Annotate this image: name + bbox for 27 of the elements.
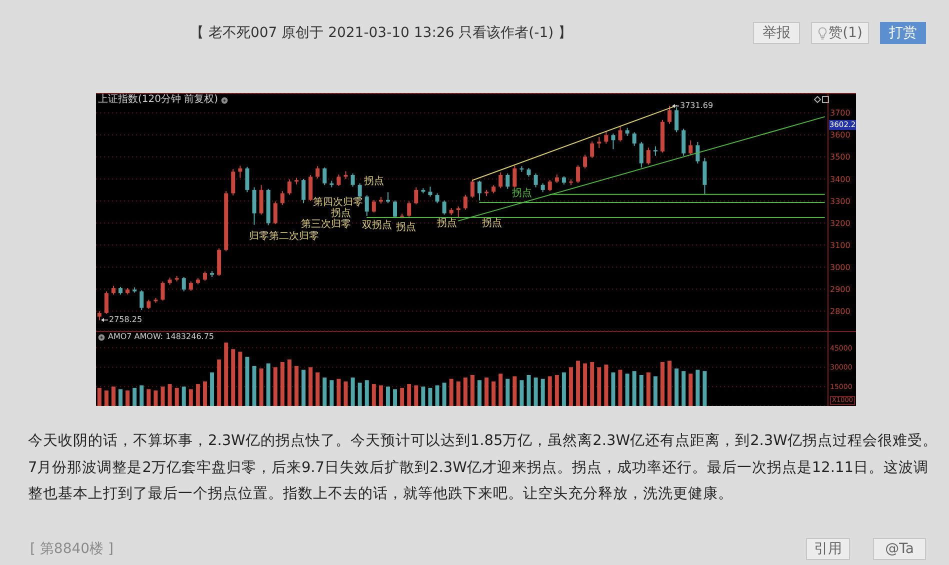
annotation: 拐点 <box>437 218 457 229</box>
y-tick-label: 2800 <box>830 307 850 316</box>
annotation: 第四次归零 <box>313 197 363 208</box>
text: 今天收阴的话，不算坏事，2.3W亿的拐点快了。今天预计可以达到1.85万亿，虽然离2.3W亿还有点距离，到2.3W亿拐点过程会很难受。7月份那波调整是2万亿套牢盘归零，后来9.7日失效后扩散到2.3W亿才迎来拐点。拐点，成功率还行。最后一次拐点是12.11日。这波调整也基本上打到了最后一个拐点位置。指数上不去的话，就等他跌下来吧。让空头充分释放，洗洗更健康。 <box>28 433 938 502</box>
annotation: 归零第二次归零 <box>249 231 319 242</box>
y-tick-label: 3000 <box>830 262 850 272</box>
annotation: 双拐点 <box>362 220 392 231</box>
chart-title: 上证指数(120分钟 前复权) <box>98 94 218 106</box>
y-tick-label: 3300 <box>830 196 850 206</box>
annotation: 拐点 <box>512 188 532 199</box>
chart-title: AMO7 AMOW: 1483246.75 <box>108 332 214 342</box>
annotation: 3731.69 <box>680 101 714 110</box>
y-tick-label: 3200 <box>830 218 850 228</box>
annotation: 拐点 <box>364 176 384 187</box>
text: 【 老不死007 原创于 2021-03-10 13:26 只看该作者(-1) 】 <box>190 25 572 41</box>
annotation: 2758.25 <box>109 315 142 324</box>
annotation: 拐点 <box>396 222 416 233</box>
text: [ 第8840楼 ] <box>30 541 114 557</box>
y-tick-label: 2900 <box>830 284 850 294</box>
annotation: 拐点 <box>331 208 351 219</box>
y-tick-label: 3100 <box>830 240 850 250</box>
y-tick-label: 3500 <box>830 152 850 162</box>
annotation: 拐点 <box>482 218 502 229</box>
y-tick-label: 3700 <box>830 108 850 118</box>
y-tick-label: 3400 <box>830 174 850 184</box>
annotation: 第三次归零 <box>301 219 351 230</box>
y-tick-label: 3600 <box>830 130 850 140</box>
